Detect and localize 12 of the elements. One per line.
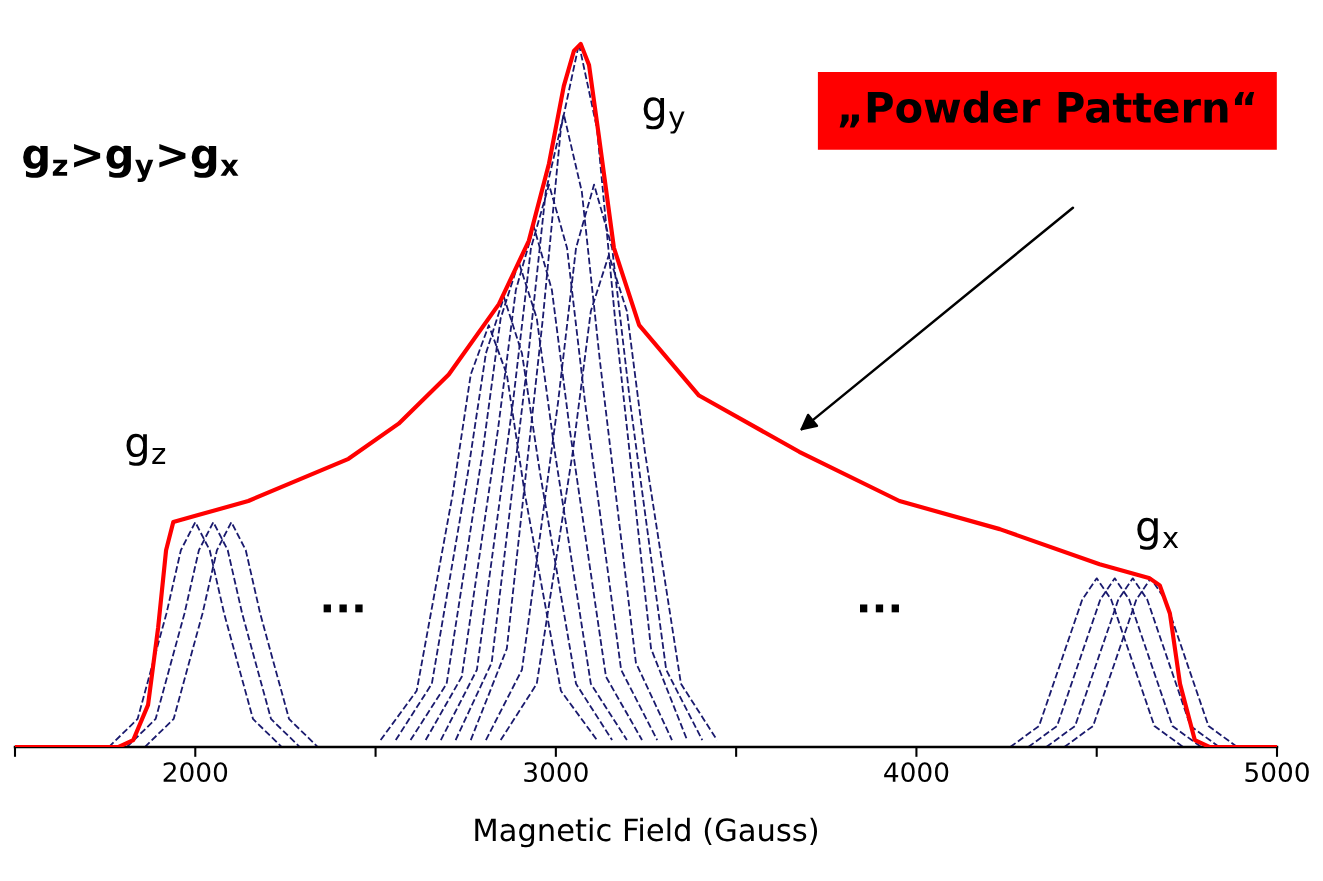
- x-tick-label: 5000: [1245, 762, 1309, 783]
- annotation: ...: [323, 604, 363, 613]
- x-tick-label: 4000: [884, 762, 949, 783]
- annotation: g$_{y}$: [643, 97, 685, 134]
- annotation: „Powder Pattern“: [839, 90, 1255, 128]
- x-axis-title: Magnetic Field (Gauss): [475, 817, 818, 848]
- x-tick-label: 3000: [524, 762, 588, 783]
- annotation: g$_{z}$>g$_{y}$>g$_{x}$: [23, 143, 239, 182]
- annotation: ...: [859, 604, 899, 613]
- annotation: g$_{z}$: [126, 433, 166, 466]
- annotation: g$_{x}$: [1137, 517, 1179, 550]
- x-tick-label: 2000: [163, 762, 228, 783]
